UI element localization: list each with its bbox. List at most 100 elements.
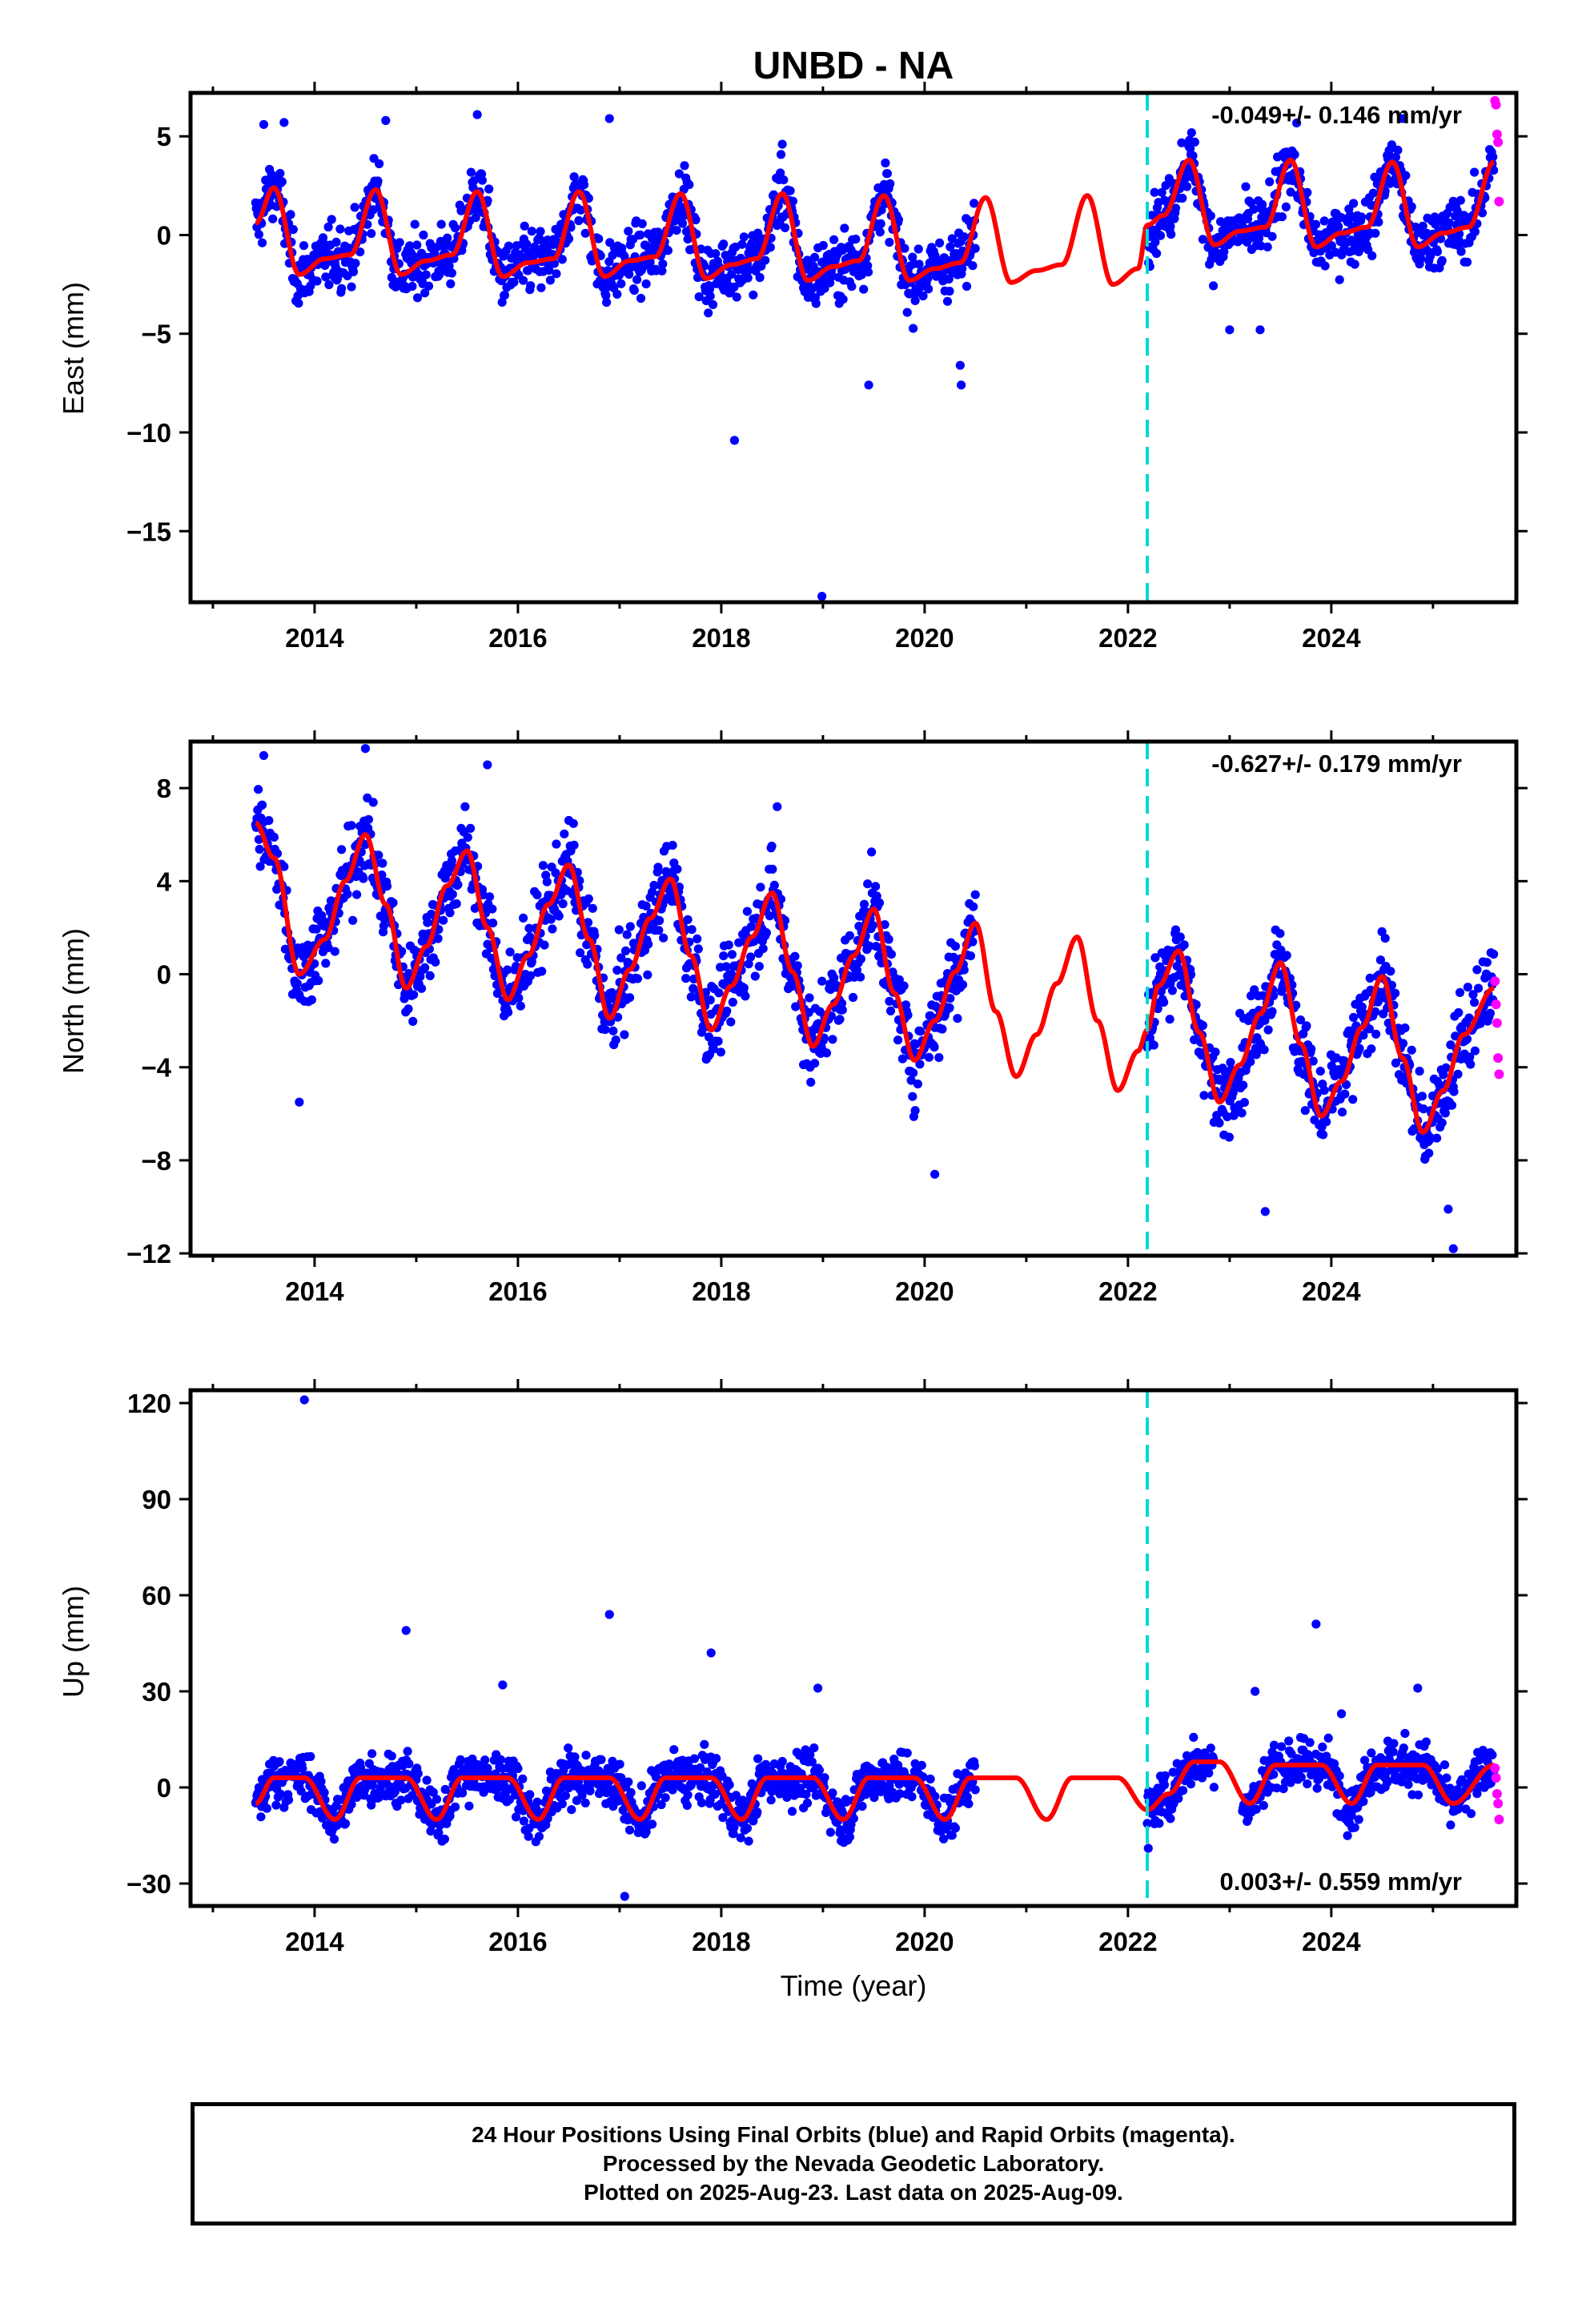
east-y-tick-label: −15 (126, 517, 171, 546)
up-data-point (511, 1812, 521, 1822)
east-data-point (277, 177, 287, 187)
north-data-point (558, 899, 568, 909)
north-data-point (255, 844, 264, 854)
up-data-point (1186, 1779, 1196, 1789)
up-data-point (1160, 1771, 1170, 1780)
east-data-point (1368, 188, 1378, 198)
north-data-point (1175, 932, 1185, 942)
up-data-point (480, 1755, 490, 1765)
up-data-point (849, 1814, 858, 1823)
east-data-point (697, 244, 706, 254)
east-data-point (526, 281, 536, 291)
up-data-point (413, 1769, 423, 1779)
north-data-point (532, 890, 542, 899)
north-data-point (821, 1048, 832, 1058)
up-data-point (367, 1780, 377, 1790)
east-data-point (294, 299, 303, 308)
up-data-point (1330, 1759, 1339, 1769)
up-data-point (656, 1799, 666, 1810)
east-data-point (355, 247, 365, 257)
north-data-point (1295, 1015, 1306, 1025)
up-data-point (1172, 1759, 1182, 1768)
east-data-point (1350, 259, 1359, 269)
north-model-curve (254, 820, 1496, 1135)
east-data-point (1161, 181, 1170, 191)
up-data-point (1277, 1742, 1287, 1751)
up-data-point (809, 1783, 818, 1793)
east-data-point (552, 269, 561, 279)
east-data-point (968, 261, 978, 271)
north-data-point (1340, 1089, 1350, 1099)
north-data-point (377, 870, 387, 880)
east-data-point (351, 259, 360, 268)
east-data-point (719, 239, 729, 249)
east-data-point (910, 296, 920, 305)
up-data-point (519, 1816, 529, 1826)
up-data-point (387, 1751, 396, 1761)
east-data-point (739, 232, 749, 242)
east-data-point (477, 175, 488, 185)
north-data-point (868, 921, 877, 931)
east-data-point (1206, 211, 1215, 221)
north-data-point (741, 991, 750, 1001)
north-data-point (746, 922, 757, 931)
north-y-tick-label: −4 (141, 1053, 171, 1083)
north-data-point (1275, 929, 1285, 939)
north-data-point (505, 947, 515, 957)
north-data-point (1153, 1003, 1162, 1014)
up-data-point (902, 1748, 912, 1758)
east-data-point (743, 273, 753, 283)
north-data-point (292, 979, 302, 988)
north-data-point (368, 798, 378, 807)
up-data-point (428, 1787, 438, 1797)
north-data-point (445, 908, 455, 918)
up-data-point (1343, 1831, 1352, 1840)
east-data-point (1349, 199, 1359, 208)
east-data-point (444, 261, 454, 271)
east-data-point (1152, 248, 1162, 259)
north-data-point (721, 962, 731, 971)
up-data-point (718, 1813, 728, 1823)
east-outlier-point (955, 360, 965, 370)
east-data-point (945, 287, 954, 296)
east-outlier-point (1255, 325, 1265, 335)
east-data-point (1286, 187, 1295, 197)
north-data-point (548, 924, 557, 934)
up-data-point (820, 1773, 829, 1783)
north-data-point (269, 832, 279, 842)
north-data-point (1463, 983, 1472, 992)
east-data-point (1311, 219, 1321, 229)
up-data-point (347, 1799, 356, 1809)
east-outlier-point (381, 115, 391, 126)
up-data-point (1287, 1749, 1296, 1759)
up-data-point (1284, 1736, 1294, 1746)
east-data-point (288, 225, 298, 235)
up-data-point (930, 1791, 940, 1801)
north-data-point (913, 1080, 922, 1089)
north-plot-area (251, 744, 1504, 1253)
north-data-point (693, 934, 702, 943)
up-data-point (1488, 1750, 1497, 1759)
east-data-point (818, 240, 828, 251)
north-data-point (714, 988, 724, 998)
north-data-point (264, 816, 274, 826)
up-data-point (271, 1800, 281, 1810)
up-data-point (275, 1757, 284, 1767)
east-data-point (663, 246, 673, 255)
north-data-point (514, 993, 524, 1003)
north-outlier-point (1443, 1204, 1453, 1214)
north-data-point (1267, 1007, 1277, 1016)
north-data-point (1375, 955, 1385, 965)
north-data-point (750, 971, 760, 981)
east-data-point (636, 230, 645, 239)
east-data-point (412, 293, 423, 303)
east-data-point (1407, 202, 1416, 211)
north-data-point (431, 957, 440, 967)
up-plot-area (251, 1395, 1504, 1901)
east-data-point (373, 176, 383, 186)
north-data-point (856, 954, 865, 964)
up-data-point (1350, 1823, 1359, 1832)
up-data-point (534, 1831, 544, 1841)
north-data-point (541, 870, 551, 880)
east-outlier-point (259, 119, 269, 130)
